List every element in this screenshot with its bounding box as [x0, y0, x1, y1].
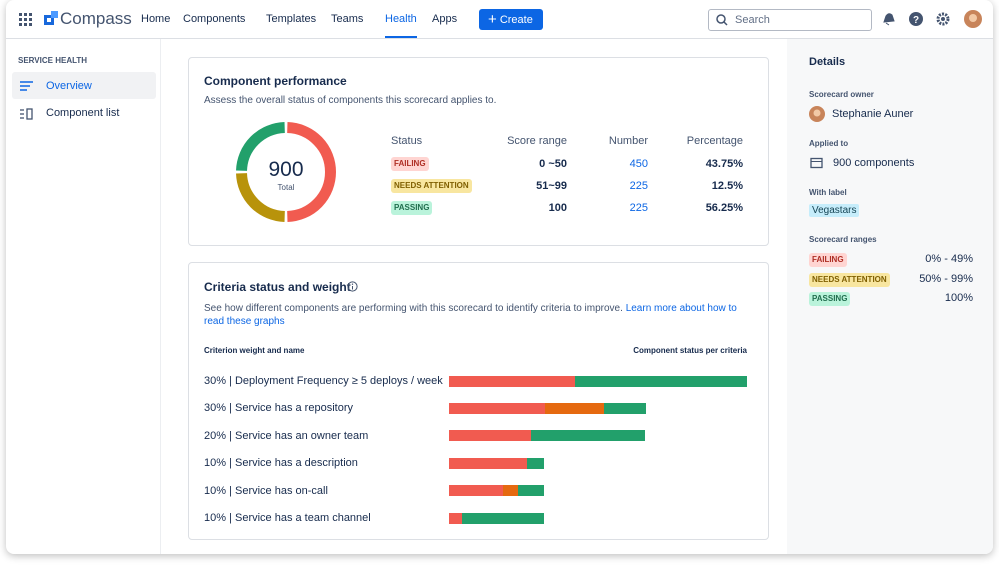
- criterion-name: 30% | Deployment Frequency ≥ 5 deploys /…: [204, 375, 443, 387]
- nav-item[interactable]: Health: [385, 13, 417, 25]
- status-pill: FAILING: [809, 253, 847, 267]
- card-title: Criteria status and weight: [204, 280, 351, 294]
- range-value: 50% - 99%: [919, 272, 973, 285]
- owner-name: Stephanie Auner: [832, 108, 914, 120]
- number[interactable]: 450: [629, 158, 648, 170]
- status-pill: NEEDS ATTENTION: [809, 272, 890, 287]
- donut-segment: [236, 172, 286, 222]
- calendar-icon: [810, 157, 823, 169]
- range-value: 0% - 49%: [925, 253, 973, 265]
- performance-card: [188, 57, 769, 246]
- bar-segment: [461, 512, 545, 524]
- donut-total-label: Total: [277, 183, 295, 192]
- nav-item[interactable]: Templates: [266, 13, 317, 25]
- search-placeholder: Search: [735, 14, 770, 26]
- applied-count: 900 components: [833, 157, 915, 169]
- product-name[interactable]: Compass: [60, 9, 132, 28]
- number[interactable]: 225: [629, 202, 648, 214]
- details-title: Details: [809, 56, 846, 68]
- info-icon[interactable]: [347, 281, 358, 292]
- column-header: Component status per criteria: [633, 346, 747, 355]
- bar-segment: [502, 485, 518, 497]
- sidebar: [160, 39, 161, 554]
- table-header: Percentage: [686, 135, 743, 147]
- label-tag[interactable]: Vegastars: [809, 204, 860, 217]
- criterion-name: 10% | Service has a description: [204, 457, 358, 470]
- sidebar-item[interactable]: Overview: [46, 80, 92, 92]
- status-pill: PASSING: [809, 292, 851, 306]
- app-switcher[interactable]: [19, 13, 33, 27]
- percentage: 43.75%: [705, 158, 743, 170]
- card-subtitle: Assess the overall status of components …: [204, 95, 497, 106]
- help[interactable]: ?: [908, 11, 924, 27]
- status-pill: FAILING: [391, 157, 429, 171]
- percentage: 56.25%: [705, 202, 743, 214]
- nav-active-underline: [385, 36, 417, 38]
- status-pill: NEEDS ATTENTION: [391, 179, 472, 193]
- nav-bar: [6, 38, 993, 39]
- nav-item[interactable]: Teams: [331, 13, 364, 25]
- details-label: Scorecard owner: [809, 90, 874, 99]
- description-text: See how different components are perform…: [204, 303, 623, 314]
- bar-segment: [449, 485, 503, 497]
- score-range: 100: [548, 202, 567, 214]
- bar-segment: [531, 430, 645, 442]
- number[interactable]: 225: [629, 180, 648, 192]
- criteria-description: See how different components are perform…: [204, 302, 752, 328]
- notifications[interactable]: [881, 11, 897, 27]
- details-label: With label: [809, 188, 847, 197]
- bar-segment: [603, 402, 646, 414]
- criterion-name: 10% | Service has a team channel: [204, 512, 371, 524]
- owner-avatar: [809, 106, 825, 122]
- bar-segment: [527, 457, 545, 469]
- column-header: Criterion weight and name: [204, 346, 305, 355]
- nav-item[interactable]: Apps: [432, 13, 458, 25]
- create-button[interactable]: + Create: [479, 9, 543, 30]
- details-label: Scorecard ranges: [809, 235, 877, 244]
- sidebar-heading: SERVICE HEALTH: [18, 56, 88, 65]
- score-range: 51~99: [536, 180, 567, 192]
- criterion-name: 10% | Service has on-call: [204, 484, 328, 497]
- svg-text:?: ?: [913, 15, 919, 26]
- criterion-name: 30% | Service has a repository: [204, 402, 353, 415]
- table-header: Number: [608, 135, 648, 147]
- search-box[interactable]: Search: [708, 9, 872, 31]
- overview-icon: [20, 81, 33, 91]
- bar-segment: [449, 402, 546, 414]
- donut-total: 900: [268, 158, 304, 181]
- bar-segment: [449, 375, 575, 387]
- nav-item[interactable]: Components: [183, 13, 246, 25]
- bar-segment: [574, 375, 747, 387]
- nav-item[interactable]: Home: [141, 13, 171, 25]
- create-label: Create: [499, 14, 533, 26]
- donut-segment: [236, 122, 286, 172]
- criterion-name: 20% | Service has an owner team: [204, 429, 369, 442]
- user-avatar[interactable]: [964, 10, 982, 28]
- learn-more-link[interactable]: Learn more about how to read these graph…: [204, 303, 737, 327]
- sidebar-item[interactable]: Component list: [46, 107, 120, 119]
- table-header: Status: [391, 135, 423, 147]
- bar-segment: [449, 457, 528, 469]
- score-range: 0 ~50: [539, 158, 567, 170]
- sidebar-active[interactable]: [12, 72, 156, 99]
- bar-segment: [517, 485, 545, 497]
- percentage: 12.5%: [711, 180, 743, 192]
- range-value: 100%: [944, 292, 973, 304]
- table-header: Score range: [507, 135, 567, 147]
- settings[interactable]: [935, 11, 951, 27]
- details-label: Applied to: [809, 139, 849, 148]
- donut-segment: [286, 122, 336, 222]
- donut-chart: [236, 122, 336, 222]
- logo: [44, 11, 58, 25]
- bar-segment: [449, 430, 532, 442]
- status-pill: PASSING: [391, 201, 433, 215]
- card-title: Component performance: [204, 74, 347, 88]
- list-icon: [20, 108, 33, 120]
- bar-segment: [545, 402, 604, 414]
- bar-segment: [449, 512, 462, 524]
